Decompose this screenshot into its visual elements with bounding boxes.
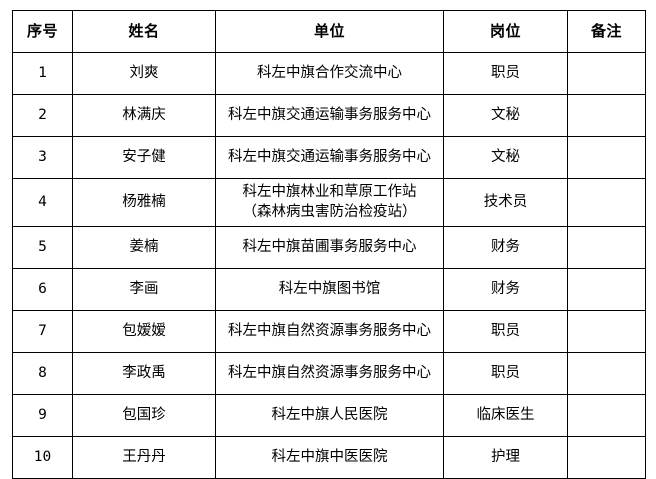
cell-unit: 科左中旗自然资源事务服务中心 xyxy=(215,310,444,353)
cell-post: 职员 xyxy=(443,52,568,95)
cell-name: 李画 xyxy=(72,268,216,311)
cell-unit: 科左中旗中医医院 xyxy=(215,436,444,479)
cell-unit: 科左中旗交通运输事务服务中心 xyxy=(215,94,444,137)
cell-remark xyxy=(567,52,646,95)
table-row: 10 王丹丹 科左中旗中医医院 护理 xyxy=(12,436,646,479)
cell-unit-line: 科左中旗合作交流中心 xyxy=(257,65,402,82)
table-body: 1 刘爽 科左中旗合作交流中心 职员 2 林满庆 科左中旗交通运输事务服务中心 … xyxy=(12,52,646,479)
cell-post: 财务 xyxy=(443,226,568,269)
cell-post: 文秘 xyxy=(443,94,568,137)
cell-seq: 8 xyxy=(12,352,73,395)
cell-seq: 7 xyxy=(12,310,73,353)
cell-remark xyxy=(567,352,646,395)
cell-unit: 科左中旗苗圃事务服务中心 xyxy=(215,226,444,269)
table-row: 4 杨雅楠 科左中旗林业和草原工作站 （森林病虫害防治检疫站） 技术员 xyxy=(12,178,646,227)
cell-name: 包嫒嫒 xyxy=(72,310,216,353)
cell-name: 杨雅楠 xyxy=(72,178,216,227)
cell-seq: 10 xyxy=(12,436,73,479)
cell-seq: 3 xyxy=(12,136,73,179)
cell-unit-line: 科左中旗人民医院 xyxy=(271,407,388,424)
cell-unit-line: 科左中旗图书馆 xyxy=(278,281,381,298)
cell-seq: 5 xyxy=(12,226,73,269)
cell-name: 林满庆 xyxy=(72,94,216,137)
cell-unit: 科左中旗交通运输事务服务中心 xyxy=(215,136,444,179)
cell-post: 财务 xyxy=(443,268,568,311)
cell-seq: 2 xyxy=(12,94,73,137)
cell-remark xyxy=(567,394,646,437)
cell-unit: 科左中旗人民医院 xyxy=(215,394,444,437)
table-row: 7 包嫒嫒 科左中旗自然资源事务服务中心 职员 xyxy=(12,310,646,353)
cell-unit: 科左中旗自然资源事务服务中心 xyxy=(215,352,444,395)
column-header-unit: 单位 xyxy=(215,10,444,53)
cell-remark xyxy=(567,310,646,353)
cell-name: 刘爽 xyxy=(72,52,216,95)
cell-unit-line: 科左中旗林业和草原工作站 xyxy=(242,184,417,201)
table-row: 2 林满庆 科左中旗交通运输事务服务中心 文秘 xyxy=(12,94,646,137)
cell-seq: 6 xyxy=(12,268,73,311)
table-header-row: 序号 姓名 单位 岗位 备注 xyxy=(12,10,646,53)
cell-unit: 科左中旗林业和草原工作站 （森林病虫害防治检疫站） xyxy=(215,178,444,227)
cell-unit-line: 科左中旗自然资源事务服务中心 xyxy=(228,323,431,340)
table-header: 序号 姓名 单位 岗位 备注 xyxy=(12,10,646,53)
cell-post: 文秘 xyxy=(443,136,568,179)
cell-remark xyxy=(567,436,646,479)
table-row: 9 包国珍 科左中旗人民医院 临床医生 xyxy=(12,394,646,437)
cell-remark xyxy=(567,136,646,179)
cell-name: 王丹丹 xyxy=(72,436,216,479)
cell-unit-line: 科左中旗自然资源事务服务中心 xyxy=(228,365,431,382)
cell-post: 技术员 xyxy=(443,178,568,227)
personnel-roster-table: 序号 姓名 单位 岗位 备注 1 刘爽 科左中旗合作交流中心 职员 2 林满庆 … xyxy=(12,10,646,479)
cell-unit-line: 科左中旗中医医院 xyxy=(271,449,388,466)
cell-remark xyxy=(567,94,646,137)
cell-name: 安子健 xyxy=(72,136,216,179)
cell-name: 姜楠 xyxy=(72,226,216,269)
table-row: 3 安子健 科左中旗交通运输事务服务中心 文秘 xyxy=(12,136,646,179)
table-row: 8 李政禹 科左中旗自然资源事务服务中心 职员 xyxy=(12,352,646,395)
cell-unit-line: 科左中旗交通运输事务服务中心 xyxy=(228,149,431,166)
column-header-post: 岗位 xyxy=(443,10,568,53)
table-row: 1 刘爽 科左中旗合作交流中心 职员 xyxy=(12,52,646,95)
cell-unit-line-secondary: （森林病虫害防治检疫站） xyxy=(242,204,417,220)
table-row: 5 姜楠 科左中旗苗圃事务服务中心 财务 xyxy=(12,226,646,269)
cell-seq: 9 xyxy=(12,394,73,437)
column-header-name: 姓名 xyxy=(72,10,216,53)
cell-post: 临床医生 xyxy=(443,394,568,437)
cell-remark xyxy=(567,226,646,269)
cell-post: 职员 xyxy=(443,310,568,353)
cell-remark xyxy=(567,178,646,227)
cell-name: 包国珍 xyxy=(72,394,216,437)
cell-name: 李政禹 xyxy=(72,352,216,395)
cell-unit: 科左中旗合作交流中心 xyxy=(215,52,444,95)
cell-post: 职员 xyxy=(443,352,568,395)
cell-seq: 4 xyxy=(12,178,73,227)
cell-unit: 科左中旗图书馆 xyxy=(215,268,444,311)
cell-remark xyxy=(567,268,646,311)
cell-post: 护理 xyxy=(443,436,568,479)
cell-seq: 1 xyxy=(12,52,73,95)
cell-unit-line: 科左中旗苗圃事务服务中心 xyxy=(242,239,417,256)
column-header-seq: 序号 xyxy=(12,10,73,53)
cell-unit-line: 科左中旗交通运输事务服务中心 xyxy=(228,107,431,124)
table-row: 6 李画 科左中旗图书馆 财务 xyxy=(12,268,646,311)
column-header-remark: 备注 xyxy=(567,10,646,53)
